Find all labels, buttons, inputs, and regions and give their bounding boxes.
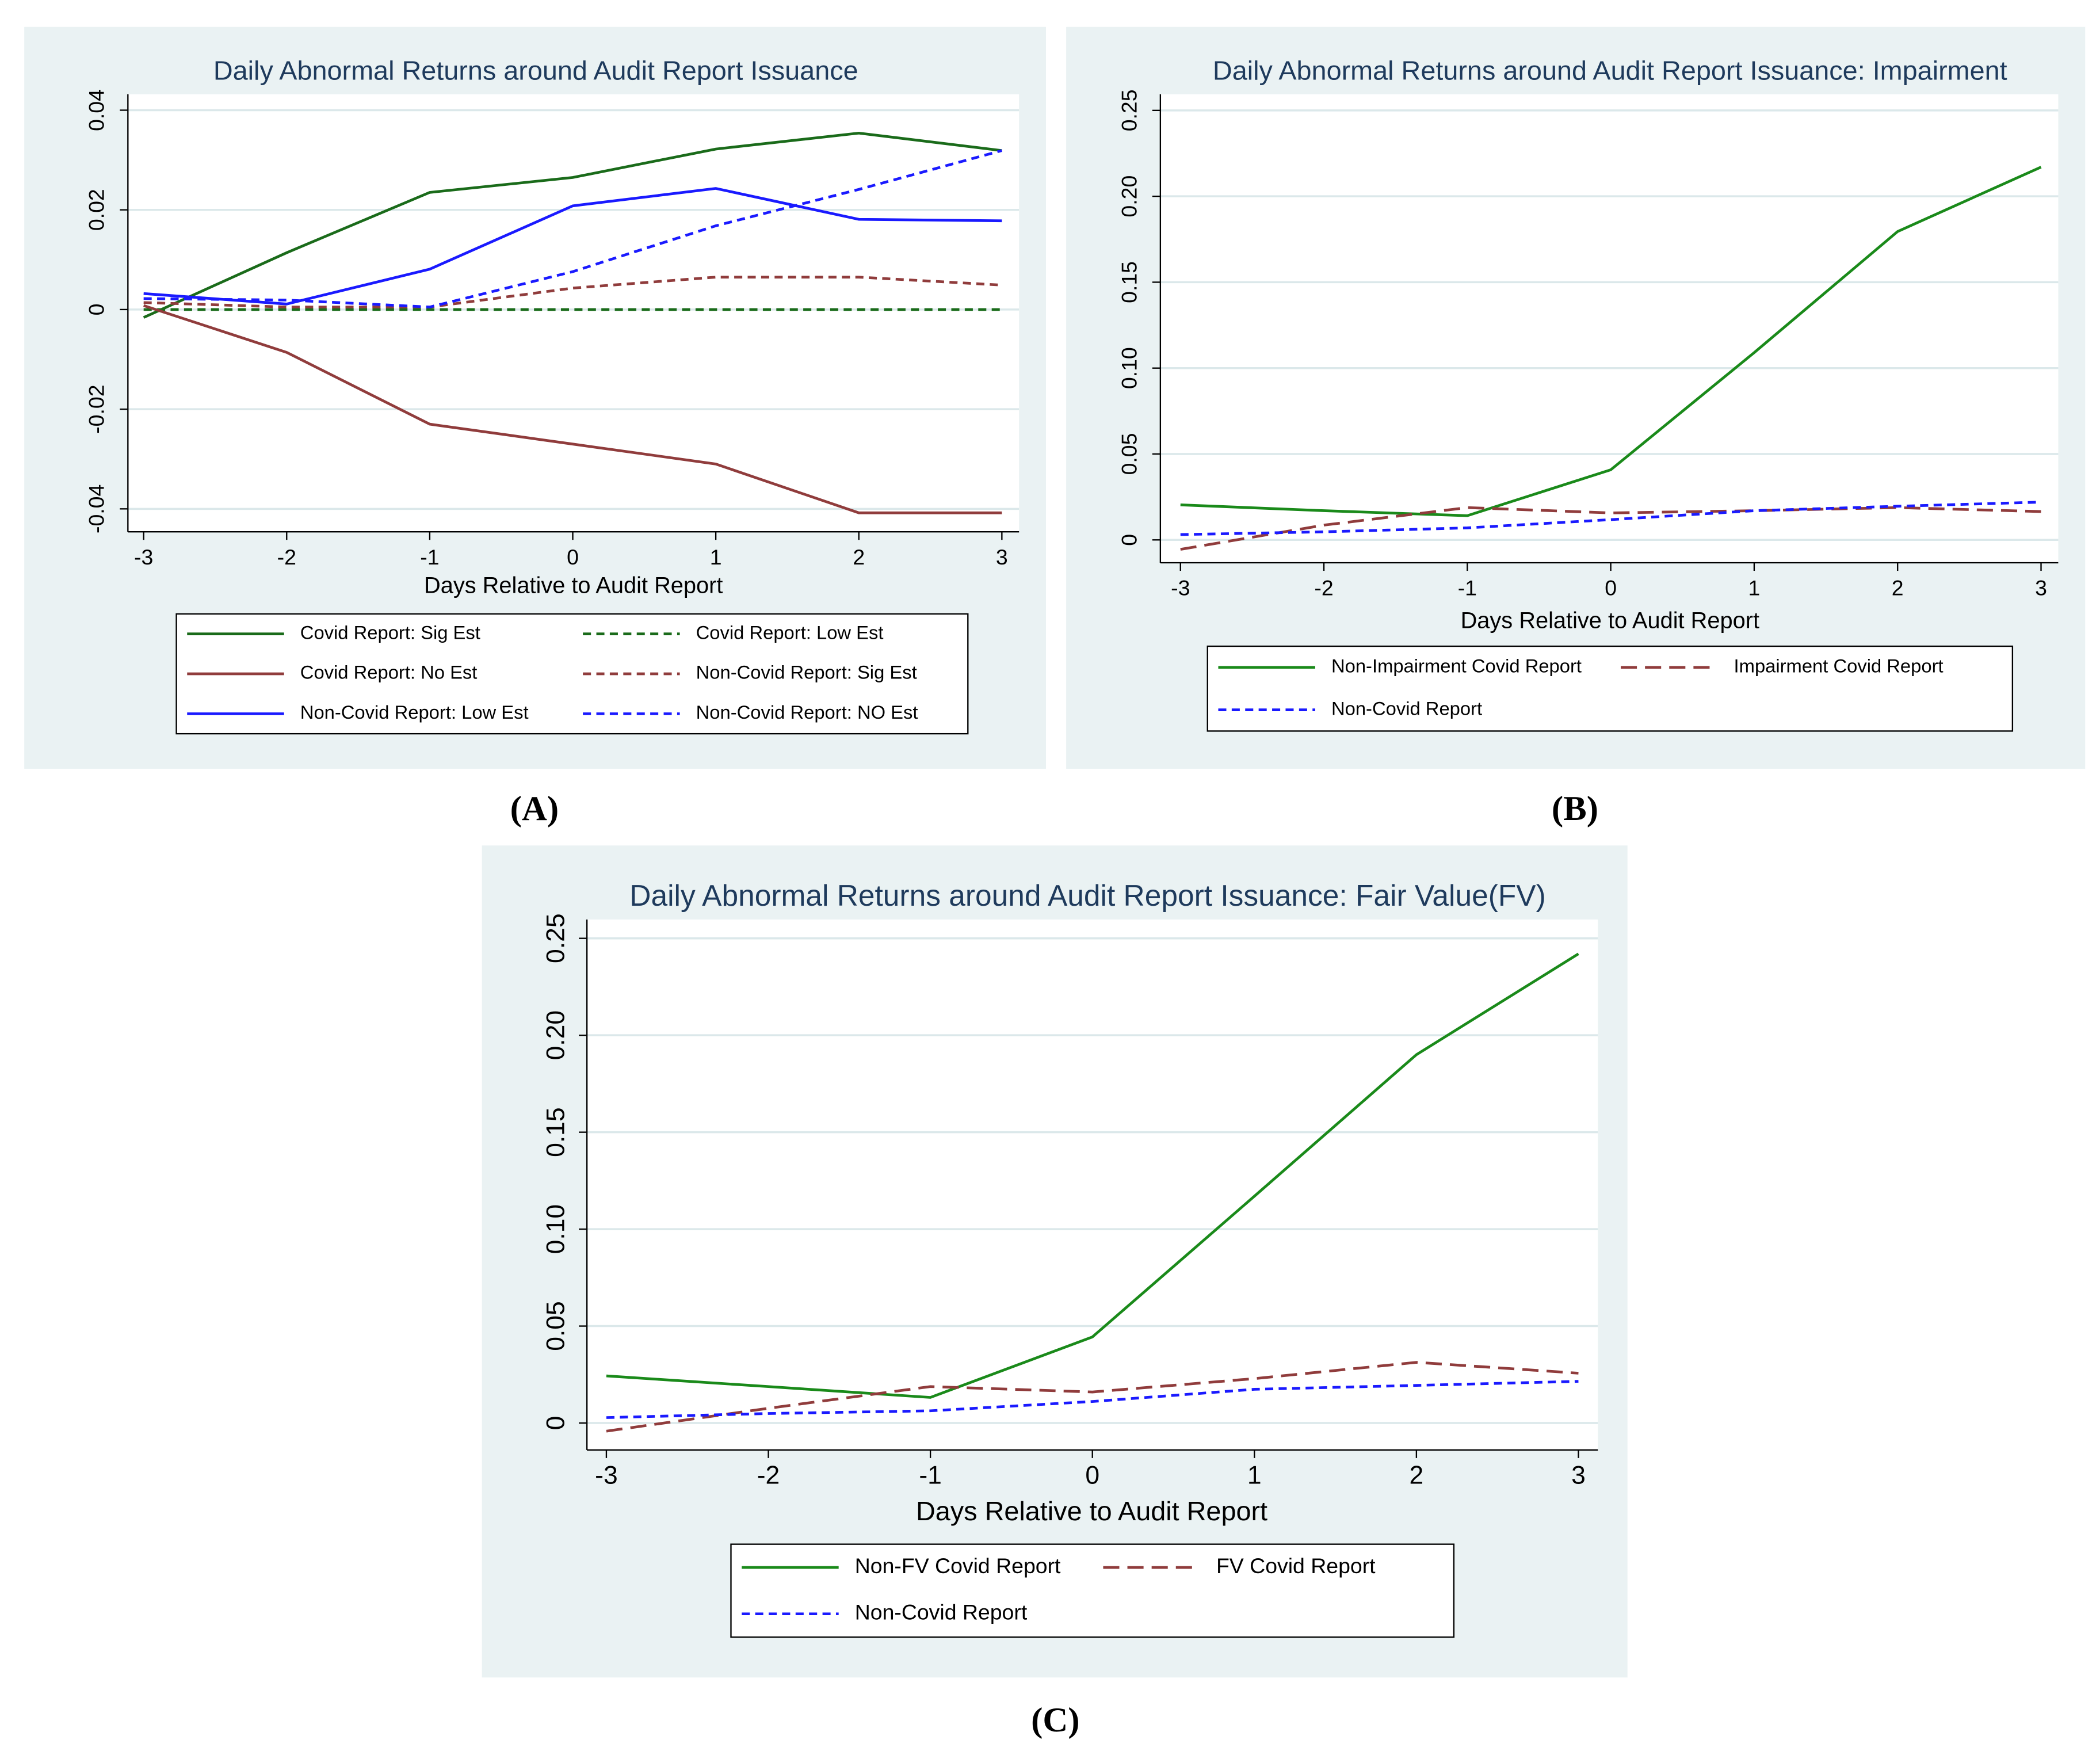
series-line — [143, 304, 1002, 514]
x-axis-label: Days Relative to Audit Report — [1461, 608, 1759, 633]
legend-label: Covid Report: Low Est — [696, 621, 884, 643]
x-tick-label: 2 — [1892, 576, 1904, 600]
series-line — [143, 187, 1002, 306]
x-tick-label: -2 — [1314, 576, 1333, 600]
x-tick-label: 1 — [1748, 576, 1761, 600]
series-line — [143, 131, 1002, 319]
y-tick-label: 0.15 — [541, 1107, 570, 1157]
legend-label: Non-FV Covid Report — [855, 1554, 1061, 1578]
x-tick-label: -2 — [277, 545, 296, 569]
legend-label: Covid Report: Sig Est — [300, 621, 480, 643]
y-tick-label: 0 — [541, 1416, 570, 1430]
y-tick-label: 0.05 — [1117, 433, 1141, 475]
x-tick-label: -3 — [595, 1461, 618, 1489]
y-tick-label: 0.10 — [541, 1204, 570, 1254]
series-line — [143, 276, 1002, 308]
legend-label: Non-Covid Report: Sig Est — [696, 662, 917, 683]
y-tick-label: 0.10 — [1117, 347, 1141, 389]
legend-box — [730, 1543, 1455, 1638]
x-tick-label: -1 — [420, 545, 439, 569]
y-tick-label: 0.04 — [85, 89, 109, 131]
legend-box — [175, 613, 969, 735]
series-line — [1180, 501, 2041, 536]
x-axis-label: Days Relative to Audit Report — [424, 573, 723, 598]
series-line — [1180, 166, 2042, 517]
y-tick-label: -0.04 — [85, 485, 109, 533]
series-line — [1180, 506, 2041, 551]
series-line — [606, 1361, 1579, 1433]
x-tick-label: 0 — [1605, 576, 1617, 600]
panel-label: (A) — [510, 789, 559, 828]
y-tick-label: 0.20 — [541, 1010, 570, 1060]
x-tick-label: 3 — [1571, 1461, 1586, 1489]
y-tick-label: 0.25 — [1117, 89, 1141, 131]
series-line — [606, 952, 1579, 1399]
x-tick-label: 3 — [2035, 576, 2047, 600]
panel-label: (C) — [1031, 1701, 1079, 1739]
x-tick-label: -3 — [134, 545, 153, 569]
series-line — [606, 1380, 1579, 1419]
series-line — [143, 149, 1002, 308]
y-tick-label: 0.25 — [541, 913, 570, 963]
y-tick-label: 0.05 — [541, 1301, 570, 1351]
plot-area — [128, 94, 1020, 532]
x-tick-label: -1 — [1458, 576, 1477, 600]
x-tick-label: 0 — [567, 545, 579, 569]
legend-label: Non-Impairment Covid Report — [1331, 655, 1582, 677]
x-tick-label: 3 — [996, 545, 1008, 569]
x-axis-label: Days Relative to Audit Report — [916, 1496, 1267, 1526]
x-tick-label: 0 — [1085, 1461, 1099, 1489]
x-tick-label: -2 — [757, 1461, 780, 1489]
y-tick-label: 0.15 — [1117, 261, 1141, 303]
x-tick-label: -3 — [1171, 576, 1190, 600]
x-tick-label: 1 — [1247, 1461, 1262, 1489]
y-tick-label: 0 — [1117, 534, 1141, 546]
legend-label: Non-Covid Report — [1331, 697, 1482, 719]
x-tick-label: 2 — [853, 545, 865, 569]
y-tick-label: 0.20 — [1117, 176, 1141, 218]
legend-label: Impairment Covid Report — [1734, 655, 1944, 677]
y-tick-label: 0.02 — [85, 189, 109, 231]
legend-box — [1206, 645, 2014, 732]
legend-label: Non-Covid Report — [855, 1600, 1028, 1624]
y-tick-label: -0.02 — [85, 384, 109, 433]
plot-area — [1160, 94, 2059, 563]
chart-title: Daily Abnormal Returns around Audit Repo… — [1213, 56, 2007, 86]
x-tick-label: 1 — [710, 545, 722, 569]
legend-label: Non-Covid Report: Low Est — [300, 701, 529, 723]
x-tick-label: -1 — [919, 1461, 942, 1489]
legend-label: Non-Covid Report: NO Est — [696, 701, 918, 723]
legend-label: Covid Report: No Est — [300, 662, 478, 683]
y-tick-label: 0 — [85, 304, 109, 316]
legend-label: FV Covid Report — [1216, 1554, 1376, 1578]
panel-label: (B) — [1552, 789, 1598, 828]
plot-area — [587, 920, 1598, 1450]
chart-title: Daily Abnormal Returns around Audit Repo… — [213, 56, 858, 86]
x-tick-label: 2 — [1410, 1461, 1424, 1489]
chart-title: Daily Abnormal Returns around Audit Repo… — [629, 879, 1545, 912]
